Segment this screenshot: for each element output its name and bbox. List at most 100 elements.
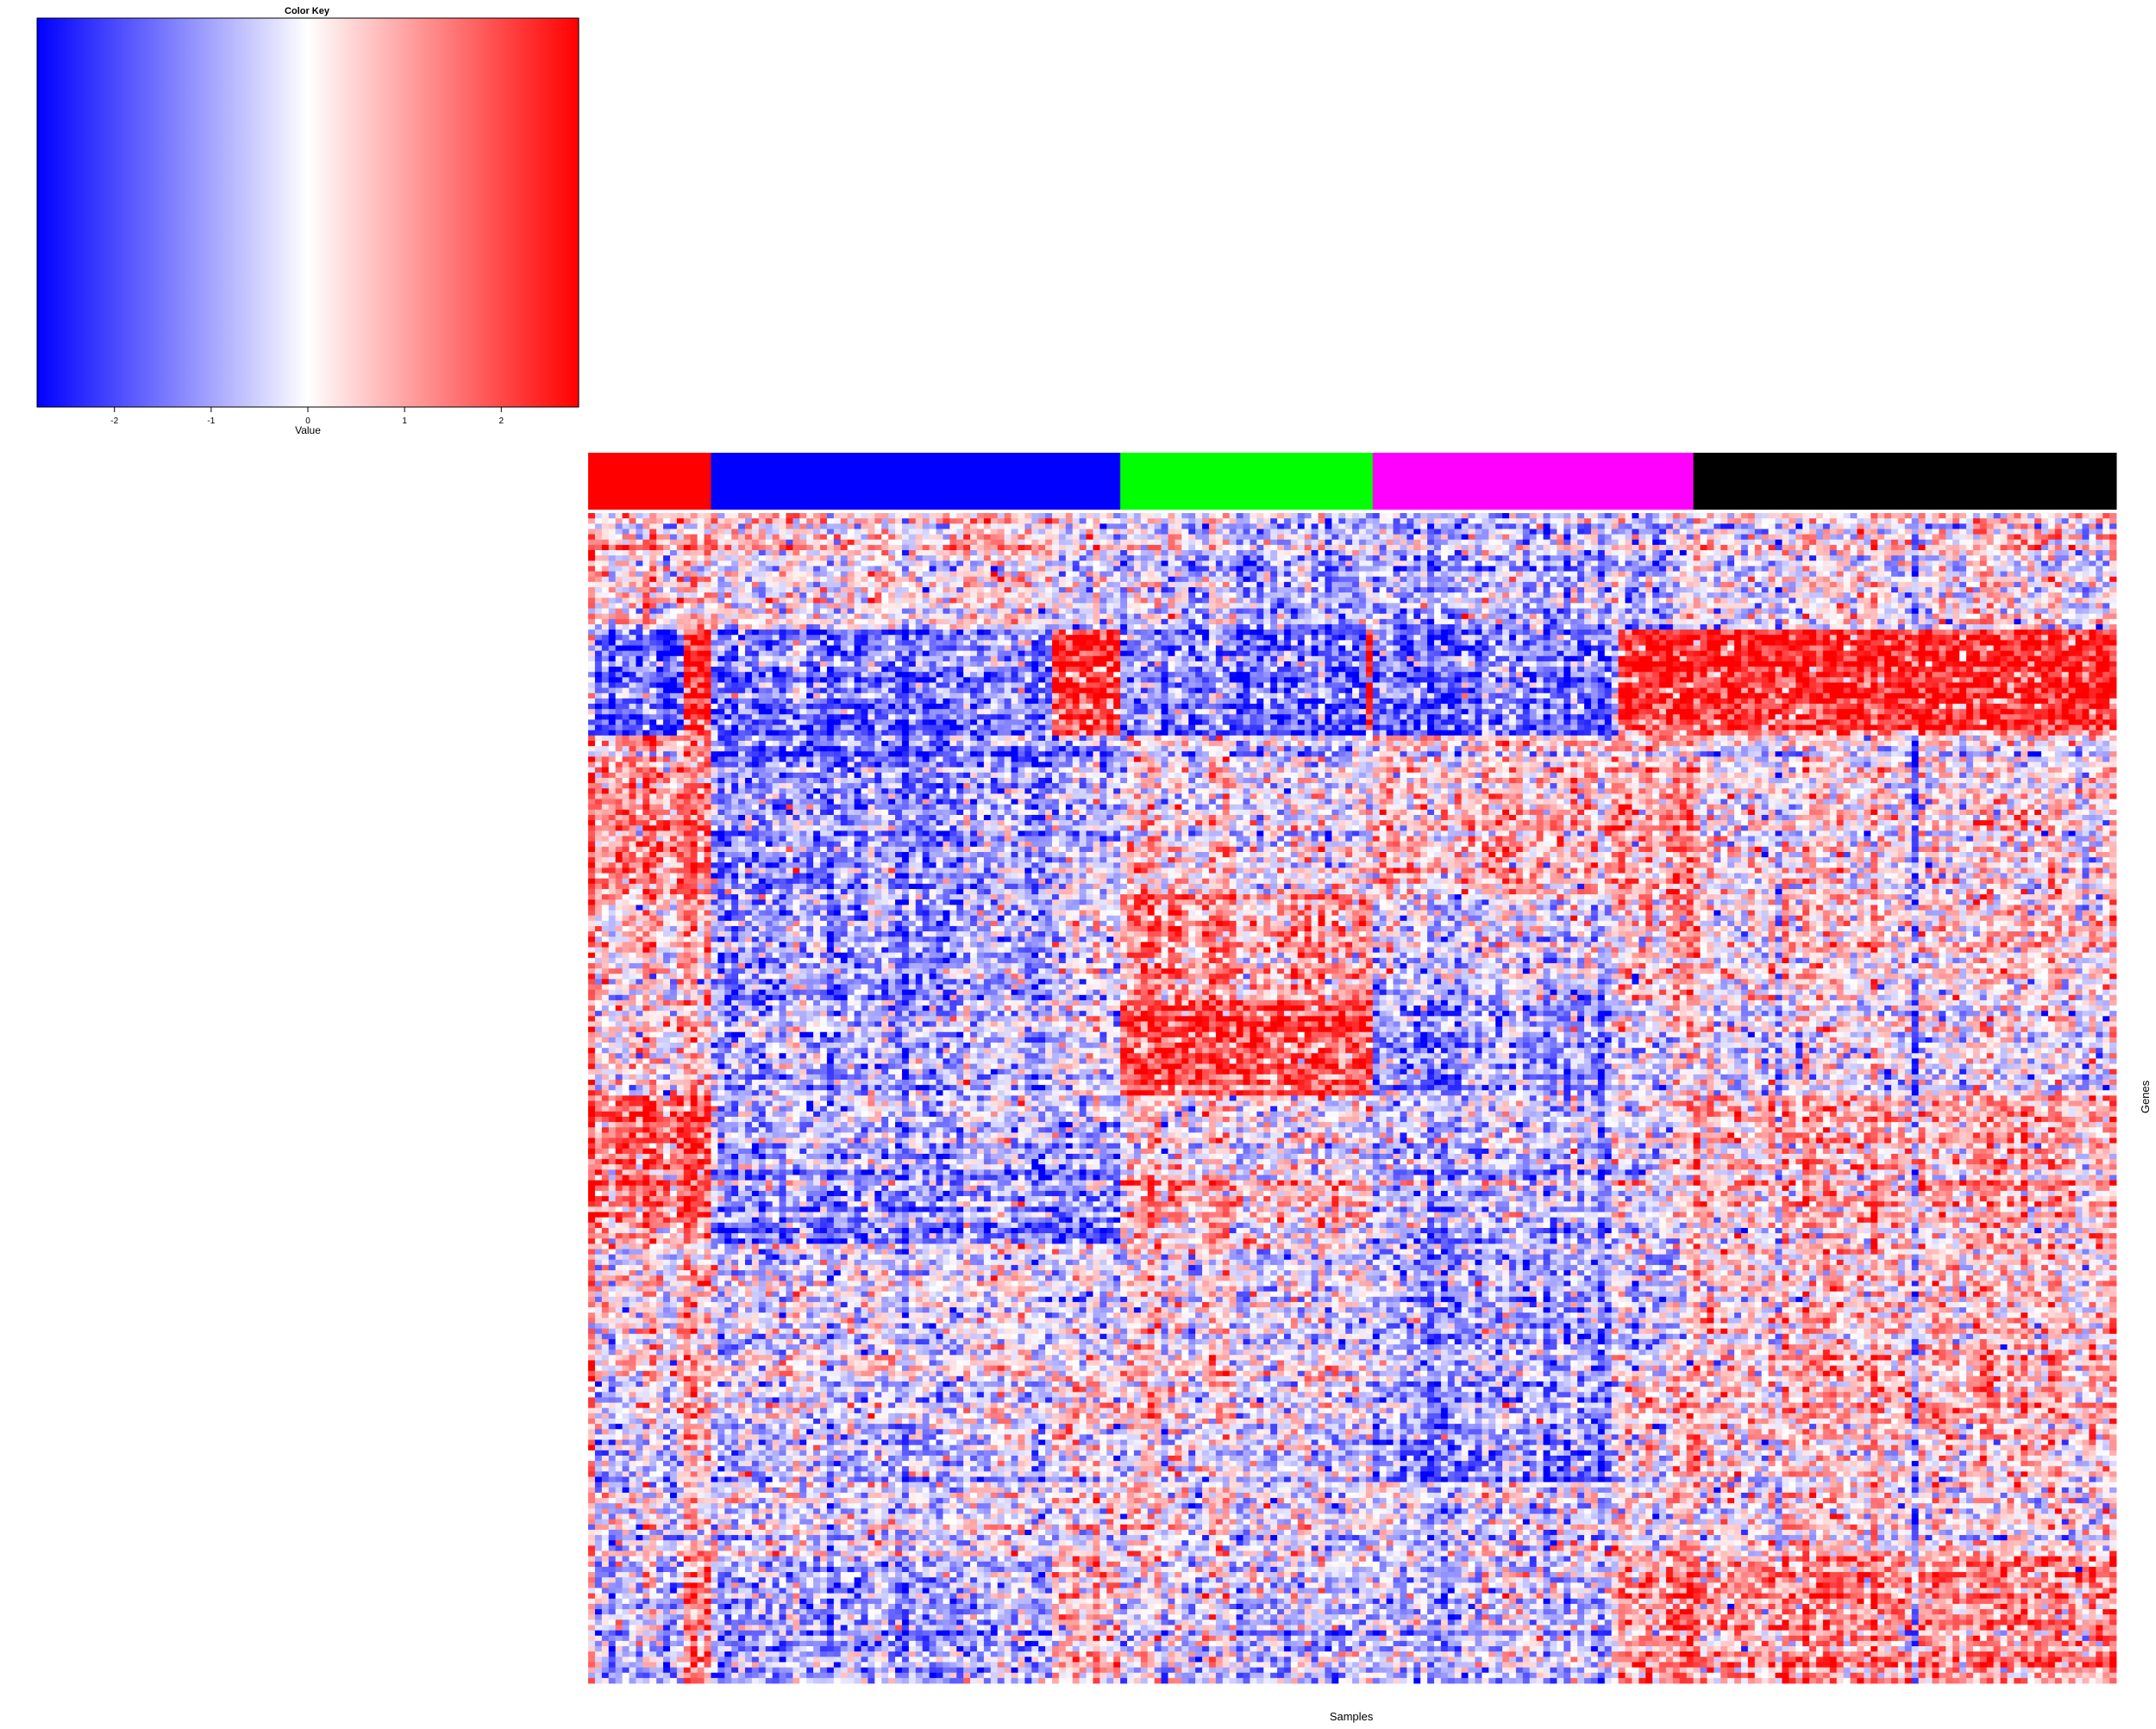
heatmap-cell xyxy=(602,518,609,524)
heatmap-cell xyxy=(773,540,780,546)
heatmap-cell xyxy=(1325,550,1332,556)
heatmap-cell xyxy=(1802,540,1809,546)
heatmap-cell xyxy=(1987,518,1994,524)
heatmap-cell xyxy=(827,545,834,551)
heatmap-cell xyxy=(1645,550,1652,556)
heatmap-cell xyxy=(704,561,711,567)
heatmap-cell xyxy=(1700,513,1707,519)
color-key-axis: -2-1012 xyxy=(110,407,504,426)
heatmap-cell xyxy=(1502,555,1509,561)
heatmap-cell xyxy=(1086,555,1093,561)
heatmap-cell xyxy=(956,535,963,541)
heatmap-cell xyxy=(1516,550,1523,556)
heatmap-cell xyxy=(841,550,848,556)
heatmap-cell xyxy=(1673,518,1680,524)
heatmap-cell xyxy=(2048,545,2055,551)
heatmap-cell xyxy=(1755,540,1762,546)
heatmap-cell xyxy=(2041,518,2048,524)
heatmap-cell xyxy=(1775,523,1782,529)
heatmap-cell xyxy=(1468,535,1475,541)
heatmap-cell xyxy=(1230,529,1237,535)
heatmap-cell xyxy=(780,555,787,561)
heatmap-cell xyxy=(1796,550,1802,556)
heatmap-cell xyxy=(1557,550,1564,556)
heatmap-cell xyxy=(1263,518,1270,524)
heatmap-cell xyxy=(636,523,642,529)
heatmap-cell xyxy=(1475,555,1482,561)
heatmap-cell xyxy=(1038,540,1045,546)
heatmap-cell xyxy=(1714,529,1720,535)
heatmap-cell xyxy=(1666,518,1673,524)
heatmap-cell xyxy=(738,513,745,519)
heatmap-cell xyxy=(1652,518,1659,524)
heatmap-cell xyxy=(1734,518,1741,524)
heatmap-cell xyxy=(786,545,793,551)
heatmap-cell xyxy=(998,540,1005,546)
heatmap-cell xyxy=(1352,535,1359,541)
heatmap-cell xyxy=(1332,555,1338,561)
heatmap-cell xyxy=(1625,529,1632,535)
heatmap-cell xyxy=(998,545,1005,551)
heatmap-cell xyxy=(2103,513,2109,519)
heatmap-cell xyxy=(1195,545,1202,551)
heatmap-cell xyxy=(1926,518,1933,524)
heatmap-cell xyxy=(1570,550,1577,556)
heatmap-cell xyxy=(1789,513,1796,519)
heatmap-cell xyxy=(1093,545,1100,551)
heatmap-cell xyxy=(1025,529,1031,535)
heatmap-cell xyxy=(1305,545,1312,551)
heatmap-cell xyxy=(1755,518,1762,524)
heatmap-cell xyxy=(1857,513,1864,519)
heatmap-cell xyxy=(1407,535,1413,541)
heatmap-cell xyxy=(623,529,630,535)
heatmap-cell xyxy=(2007,545,2014,551)
heatmap-cell xyxy=(1584,513,1591,519)
heatmap-cell xyxy=(1031,535,1038,541)
heatmap-cell xyxy=(1230,550,1237,556)
heatmap-cell xyxy=(2082,535,2089,541)
heatmap-cell xyxy=(861,529,868,535)
heatmap-cell xyxy=(1263,523,1270,529)
heatmap-cell xyxy=(848,513,855,519)
heatmap-cell xyxy=(1755,550,1762,556)
heatmap-cell xyxy=(1782,555,1789,561)
heatmap-cell xyxy=(1789,540,1796,546)
heatmap-cell xyxy=(2028,518,2034,524)
heatmap-cell xyxy=(1877,523,1884,529)
heatmap-cell xyxy=(1980,513,1987,519)
heatmap-cell xyxy=(1782,518,1789,524)
heatmap-cell xyxy=(1127,550,1134,556)
heatmap-cell xyxy=(936,535,943,541)
heatmap-cell xyxy=(642,518,649,524)
heatmap-cell xyxy=(1666,550,1673,556)
heatmap-cell xyxy=(2055,535,2062,541)
heatmap-cell xyxy=(1468,518,1475,524)
heatmap-cell xyxy=(1106,523,1113,529)
heatmap-cell xyxy=(1018,513,1025,519)
heatmap-cell xyxy=(1844,529,1851,535)
heatmap-cell xyxy=(752,555,759,561)
heatmap-cell xyxy=(623,555,630,561)
heatmap-cell xyxy=(2076,523,2083,529)
heatmap-cell xyxy=(704,523,711,529)
heatmap-cell xyxy=(656,513,663,519)
heatmap-cell xyxy=(1352,555,1359,561)
heatmap-cell xyxy=(895,529,902,535)
heatmap-cell xyxy=(1564,535,1570,541)
heatmap-cell xyxy=(1905,513,1912,519)
heatmap-cell xyxy=(1305,535,1312,541)
heatmap-cell xyxy=(1427,540,1434,546)
heatmap-cell xyxy=(902,550,909,556)
heatmap-cell xyxy=(1619,545,1626,551)
heatmap-cell xyxy=(1209,518,1216,524)
heatmap-cell xyxy=(936,529,943,535)
heatmap-cell xyxy=(636,529,642,535)
heatmap-cell xyxy=(1550,555,1557,561)
heatmap-cell xyxy=(1441,555,1448,561)
heatmap-cell xyxy=(677,513,684,519)
heatmap-cell xyxy=(2021,523,2028,529)
heatmap-cell xyxy=(1775,513,1782,519)
heatmap-cell xyxy=(1591,518,1598,524)
heatmap-cell xyxy=(1919,535,1926,541)
heatmap-cell xyxy=(1584,529,1591,535)
